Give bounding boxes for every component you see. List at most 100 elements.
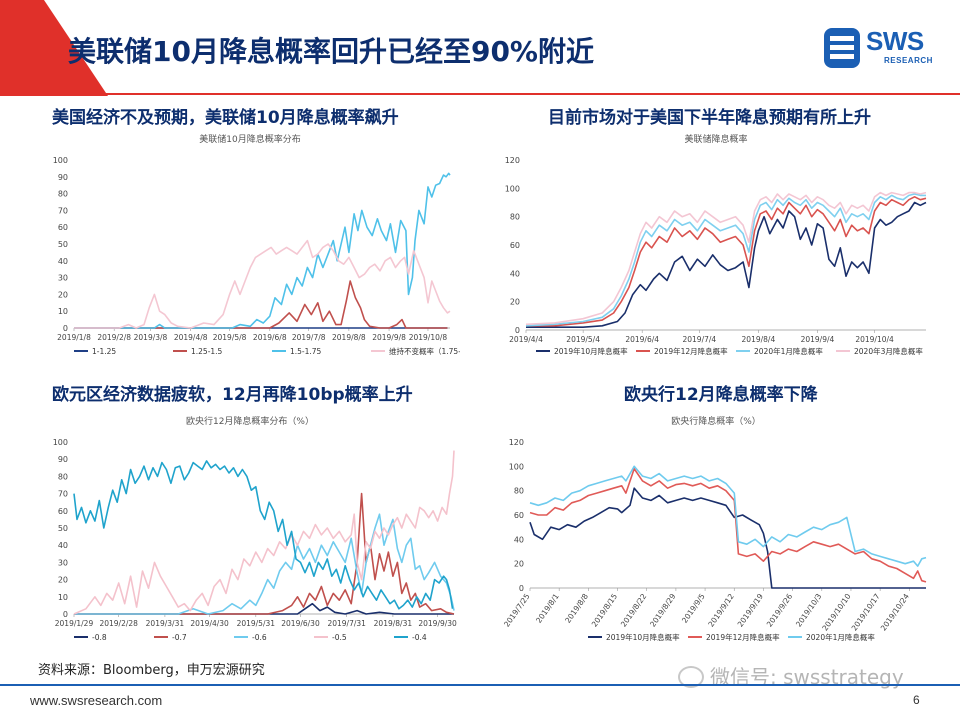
x-tick-label: 2019/6/30 — [281, 619, 320, 628]
y-tick-label: 80 — [58, 190, 68, 199]
y-tick-label: 90 — [58, 455, 68, 464]
x-tick-label: 2019/9/5 — [680, 592, 707, 625]
legend-label: 2019年12月降息概率 — [706, 632, 780, 642]
chart-fed-cut-probability: 美联储降息概率 0 20 40 60 80 100 120 2019/4/4 2019/5/4 20… — [505, 133, 927, 356]
page-number: 6 — [913, 693, 920, 707]
legend-label: 2019年10月降息概率 — [606, 632, 680, 642]
chart-title: 欧央行12月降息概率分布（%） — [186, 415, 314, 427]
legend-label: 1.25-1.5 — [191, 347, 223, 356]
legend-label: -0.5 — [332, 633, 347, 642]
y-tick-label: 100 — [505, 184, 520, 193]
legend-label: 2020年1月降息概率 — [806, 632, 875, 642]
x-tick-label: 2019/2/28 — [99, 619, 138, 628]
y-tick-label: 60 — [58, 507, 68, 516]
chart-title: 美联储10月降息概率分布 — [199, 133, 300, 145]
x-tick-label: 2019/4/8 — [174, 333, 208, 342]
x-tick-label: 2019/9/12 — [706, 592, 736, 629]
section-title-br: 欧央行12月降息概率下降 — [624, 385, 818, 405]
x-tick-label: 2019/4/4 — [509, 335, 543, 344]
legend-label: -0.6 — [252, 633, 267, 642]
y-tick-label: 20 — [510, 298, 520, 307]
wechat-icon — [678, 665, 704, 688]
y-tick-label: 30 — [58, 274, 68, 283]
y-tick-label: 0 — [63, 610, 68, 619]
x-tick-label: 2019/10/3 — [794, 592, 824, 629]
y-tick-label: 70 — [58, 490, 68, 499]
x-tick-label: 2019/10/17 — [850, 592, 882, 633]
y-tick-label: 120 — [509, 438, 524, 447]
series-line-2 — [74, 492, 455, 615]
y-tick-label: 80 — [510, 213, 520, 222]
y-tick-label: 50 — [58, 524, 68, 533]
x-tick-label: 2019/6/4 — [625, 335, 659, 344]
logo-subtext: RESEARCH — [884, 56, 933, 65]
y-tick-label: 20 — [58, 290, 68, 299]
y-tick-label: 60 — [510, 241, 520, 250]
chart-fed-oct-distribution: 美联储10月降息概率分布 0 10 20 30 40 50 60 70 80 90 100 2019/1… — [53, 133, 460, 356]
x-tick-label: 2019/6/8 — [253, 333, 287, 342]
legend-label: 2020年3月降息概率 — [854, 346, 923, 356]
series-line-5 — [73, 460, 454, 610]
legend-label: 2019年12月降息概率 — [654, 346, 728, 356]
y-tick-label: 10 — [58, 307, 68, 316]
x-tick-label: 2019/8/15 — [590, 592, 620, 629]
x-tick-label: 2019/10/8 — [409, 333, 448, 342]
y-tick-label: 100 — [53, 438, 68, 447]
section-title-bl: 欧元区经济数据疲软，12月再降10bp概率上升 — [52, 385, 413, 405]
legend-label: -0.8 — [92, 633, 107, 642]
x-tick-label: 2019/7/4 — [682, 335, 716, 344]
source-note: 资料来源：Bloomberg，申万宏源研究 — [38, 663, 265, 678]
section-title-tr: 目前市场对于美国下半年降息预期有所上升 — [548, 108, 871, 128]
x-tick-label: 2019/9/26 — [765, 592, 795, 629]
x-tick-label: 2019/9/19 — [736, 592, 766, 629]
y-tick-label: 60 — [58, 223, 68, 232]
header-banner — [0, 0, 960, 96]
y-tick-label: 10 — [58, 593, 68, 602]
legend-label: 1.5-1.75 — [290, 347, 322, 356]
x-tick-label: 2019/8/31 — [374, 619, 413, 628]
x-tick-label: 2019/8/1 — [534, 592, 561, 625]
legend-label: -0.4 — [412, 633, 427, 642]
header-red-wedge — [0, 0, 108, 96]
series-line-1 — [526, 201, 927, 328]
y-tick-label: 120 — [505, 156, 520, 165]
y-tick-label: 20 — [514, 560, 524, 569]
y-tick-label: 100 — [53, 156, 68, 165]
x-tick-label: 2019/10/4 — [855, 335, 894, 344]
y-tick-label: 0 — [519, 584, 524, 593]
x-tick-label: 2019/5/8 — [213, 333, 247, 342]
series-line-3 — [74, 513, 455, 615]
x-tick-label: 2019/8/4 — [742, 335, 776, 344]
x-tick-label: 2019/9/30 — [418, 619, 457, 628]
x-tick-label: 2019/1/29 — [55, 619, 94, 628]
footer-divider — [0, 684, 960, 686]
y-tick-label: 80 — [514, 487, 524, 496]
page-title: 美联储10月降息概率回升已经至90%附近 — [68, 35, 594, 68]
y-tick-label: 100 — [509, 462, 524, 471]
x-tick-label: 2019/10/10 — [820, 592, 852, 633]
series-line-3 — [525, 193, 926, 327]
series-line-1 — [529, 487, 926, 589]
series-line-2 — [526, 196, 927, 327]
sws-logo: SWS RESEARCH — [822, 24, 946, 72]
y-tick-label: 40 — [58, 541, 68, 550]
legend-label: 2020年1月降息概率 — [754, 346, 823, 356]
x-tick-label: 2019/8/8 — [332, 333, 366, 342]
website-link[interactable]: www.swsresearch.com — [30, 693, 163, 708]
y-tick-label: 40 — [58, 257, 68, 266]
x-tick-label: 2019/4/30 — [190, 619, 229, 628]
x-tick-label: 2019/9/4 — [801, 335, 835, 344]
y-tick-label: 20 — [58, 576, 68, 585]
x-tick-label: 2019/9/8 — [372, 333, 406, 342]
logo-text: SWS — [866, 26, 924, 56]
series-line-3 — [74, 172, 451, 329]
x-tick-label: 2019/7/8 — [292, 333, 326, 342]
legend-label: 2019年10月降息概率 — [554, 346, 628, 356]
x-tick-label: 2019/7/25 — [502, 592, 532, 629]
x-tick-label: 2019/10/24 — [879, 592, 911, 633]
sws-logo-icon — [824, 28, 860, 68]
x-tick-label: 2019/3/8 — [134, 333, 168, 342]
x-tick-label: 2019/5/31 — [237, 619, 276, 628]
series-line-4 — [525, 191, 927, 326]
